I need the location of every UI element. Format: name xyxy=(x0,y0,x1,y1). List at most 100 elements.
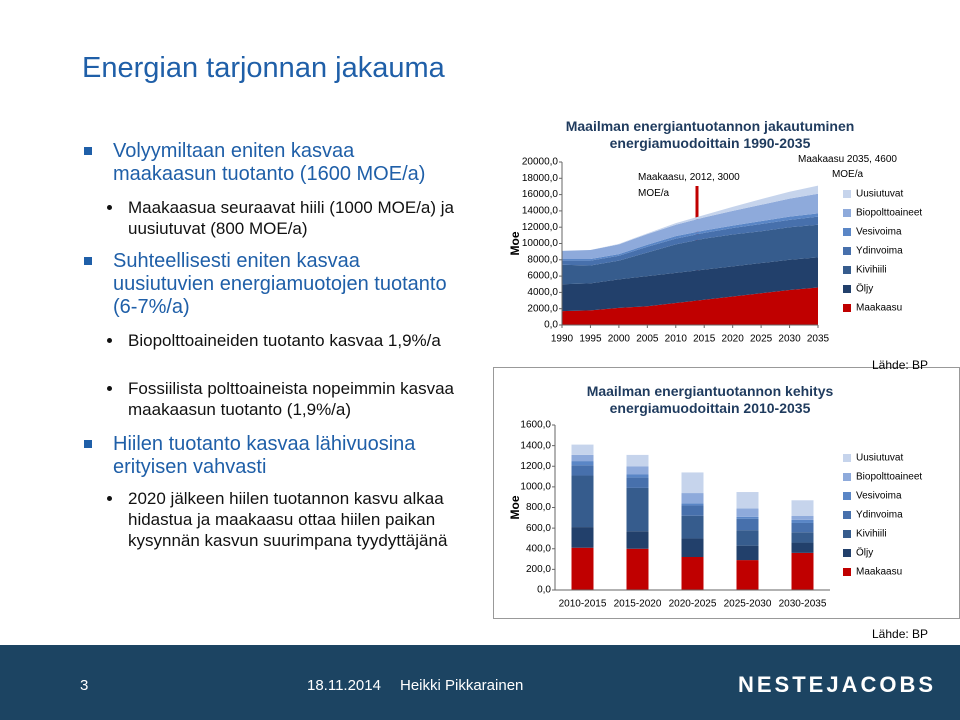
bar-segment xyxy=(681,472,704,494)
y-axis-label: Moe xyxy=(508,495,522,519)
y-tick-label: 200,0 xyxy=(526,564,551,575)
footer-author: Heikki Pikkarainen xyxy=(400,677,524,694)
area xyxy=(562,216,818,266)
x-tick-label: 2015-2020 xyxy=(614,599,662,610)
bullet: 2020 jälkeen hiilen tuotannon kasvu alka… xyxy=(107,488,463,551)
legend-label: Maakaasu xyxy=(856,303,902,314)
bullet: Hiilen tuotanto kasvaa lähivuosina erity… xyxy=(84,433,458,479)
y-tick-label: 400,0 xyxy=(526,543,551,554)
y-tick-label: 600,0 xyxy=(526,523,551,534)
y-tick-label: 14000,0 xyxy=(522,206,559,217)
source: Lähde: BP xyxy=(872,358,929,372)
x-tick-label: 1990 xyxy=(551,334,574,345)
y-axis-label: Moe xyxy=(508,231,522,255)
legend-swatch xyxy=(843,492,851,500)
legend-swatch xyxy=(843,454,851,462)
bar-segment xyxy=(681,505,704,516)
legend-swatch xyxy=(843,190,851,198)
y-tick-label: 800,0 xyxy=(526,502,551,513)
x-tick-label: 2030-2035 xyxy=(779,599,827,610)
legend-swatch xyxy=(843,549,851,557)
legend-swatch xyxy=(843,228,851,236)
x-tick-label: 2030 xyxy=(778,334,801,345)
legend-swatch xyxy=(843,304,851,312)
legend-label: Öljy xyxy=(856,283,873,295)
y-tick-label: 18000,0 xyxy=(522,173,559,184)
page-number: 3 xyxy=(80,677,89,694)
legend-swatch xyxy=(843,209,851,217)
bullet: Maakaasua seuraavat hiili (1000 MOE/a) j… xyxy=(107,197,463,239)
area xyxy=(562,213,818,261)
bar-segment xyxy=(736,492,759,509)
bar-segment xyxy=(626,477,649,488)
x-tick-label: 2010 xyxy=(665,334,688,345)
area xyxy=(562,224,818,285)
bar-segment xyxy=(571,527,594,548)
y-tick-label: 1600,0 xyxy=(520,420,551,431)
x-tick-label: 2015 xyxy=(693,334,716,345)
x-tick-label: 2000 xyxy=(608,334,631,345)
y-tick-label: 4000,0 xyxy=(527,287,558,298)
bar-segment xyxy=(681,557,704,590)
legend-swatch xyxy=(843,285,851,293)
bar-segment xyxy=(681,493,704,504)
bullet: Biopolttoaineiden tuotanto kasvaa 1,9%/a xyxy=(107,330,463,351)
footer-band xyxy=(0,645,960,720)
x-tick-label: 2035 xyxy=(807,334,830,345)
area xyxy=(562,287,818,325)
x-tick-label: 1995 xyxy=(579,334,602,345)
legend-label: Vesivoima xyxy=(856,491,902,502)
y-tick-label: 0,0 xyxy=(537,585,551,596)
chart-title: Maailman energiantuotannon kehitys energ… xyxy=(586,383,834,416)
bar-segment xyxy=(736,508,759,517)
bar-segment xyxy=(571,461,594,466)
bar-segment xyxy=(791,552,814,590)
bullet: Suhteellisesti eniten kasvaa uusiutuvien… xyxy=(84,250,458,319)
legend-swatch xyxy=(843,568,851,576)
y-tick-label: 0,0 xyxy=(544,320,558,331)
y-tick-label: 1000,0 xyxy=(520,482,551,493)
bar-segment xyxy=(626,466,649,475)
legend-label: Maakaasu xyxy=(856,567,902,578)
legend-label: Uusiutuvat xyxy=(856,189,903,200)
x-tick-label: 2020-2025 xyxy=(669,599,717,610)
legend-label: Uusiutuvat xyxy=(856,453,903,464)
legend-label: Öljy xyxy=(856,547,873,559)
footer-date: 18.11.2014 xyxy=(307,677,381,694)
legend-label: Biopolttoaineet xyxy=(856,472,922,483)
bar-segment xyxy=(791,542,814,553)
y-tick-label: 1400,0 xyxy=(520,440,551,451)
bar-segment xyxy=(571,454,594,462)
bar-segment xyxy=(791,500,814,516)
bar-segment xyxy=(626,454,649,467)
bar-segment xyxy=(791,515,814,520)
bar-segment xyxy=(571,465,594,476)
bar-segment xyxy=(681,515,704,539)
source: Lähde: BP xyxy=(872,627,929,641)
y-tick-label: 2000,0 xyxy=(527,303,558,314)
legend-label: Vesivoima xyxy=(856,227,902,238)
bar-segment xyxy=(791,522,814,533)
legend-swatch xyxy=(843,511,851,519)
legend-swatch xyxy=(843,266,851,274)
legend-label: Ydinvoima xyxy=(856,510,903,521)
bar-segment xyxy=(571,547,594,590)
bar-segment xyxy=(791,519,814,523)
bar-segment xyxy=(791,532,814,543)
y-tick-label: 20000,0 xyxy=(522,157,559,168)
annotation: Maakaasu, 2012, 3000 MOE/a xyxy=(638,172,740,199)
bar-segment xyxy=(681,538,704,557)
bullet: Volyymiltaan eniten kasvaa maakaasun tuo… xyxy=(84,140,458,186)
y-tick-label: 6000,0 xyxy=(527,271,558,282)
slide-title: Energian tarjonnan jakauma xyxy=(82,52,445,84)
chart-title: Maailman energiantuotannon jakautuminen … xyxy=(565,118,855,151)
bar-segment xyxy=(571,475,594,528)
bar-segment xyxy=(736,516,759,519)
y-tick-label: 16000,0 xyxy=(522,189,559,200)
annotation: Maakaasu 2035, 4600 MOE/a xyxy=(798,154,897,180)
bar-segment xyxy=(736,560,759,590)
legend-label: Ydinvoima xyxy=(856,246,903,257)
legend-label: Kivihiili xyxy=(856,265,887,276)
